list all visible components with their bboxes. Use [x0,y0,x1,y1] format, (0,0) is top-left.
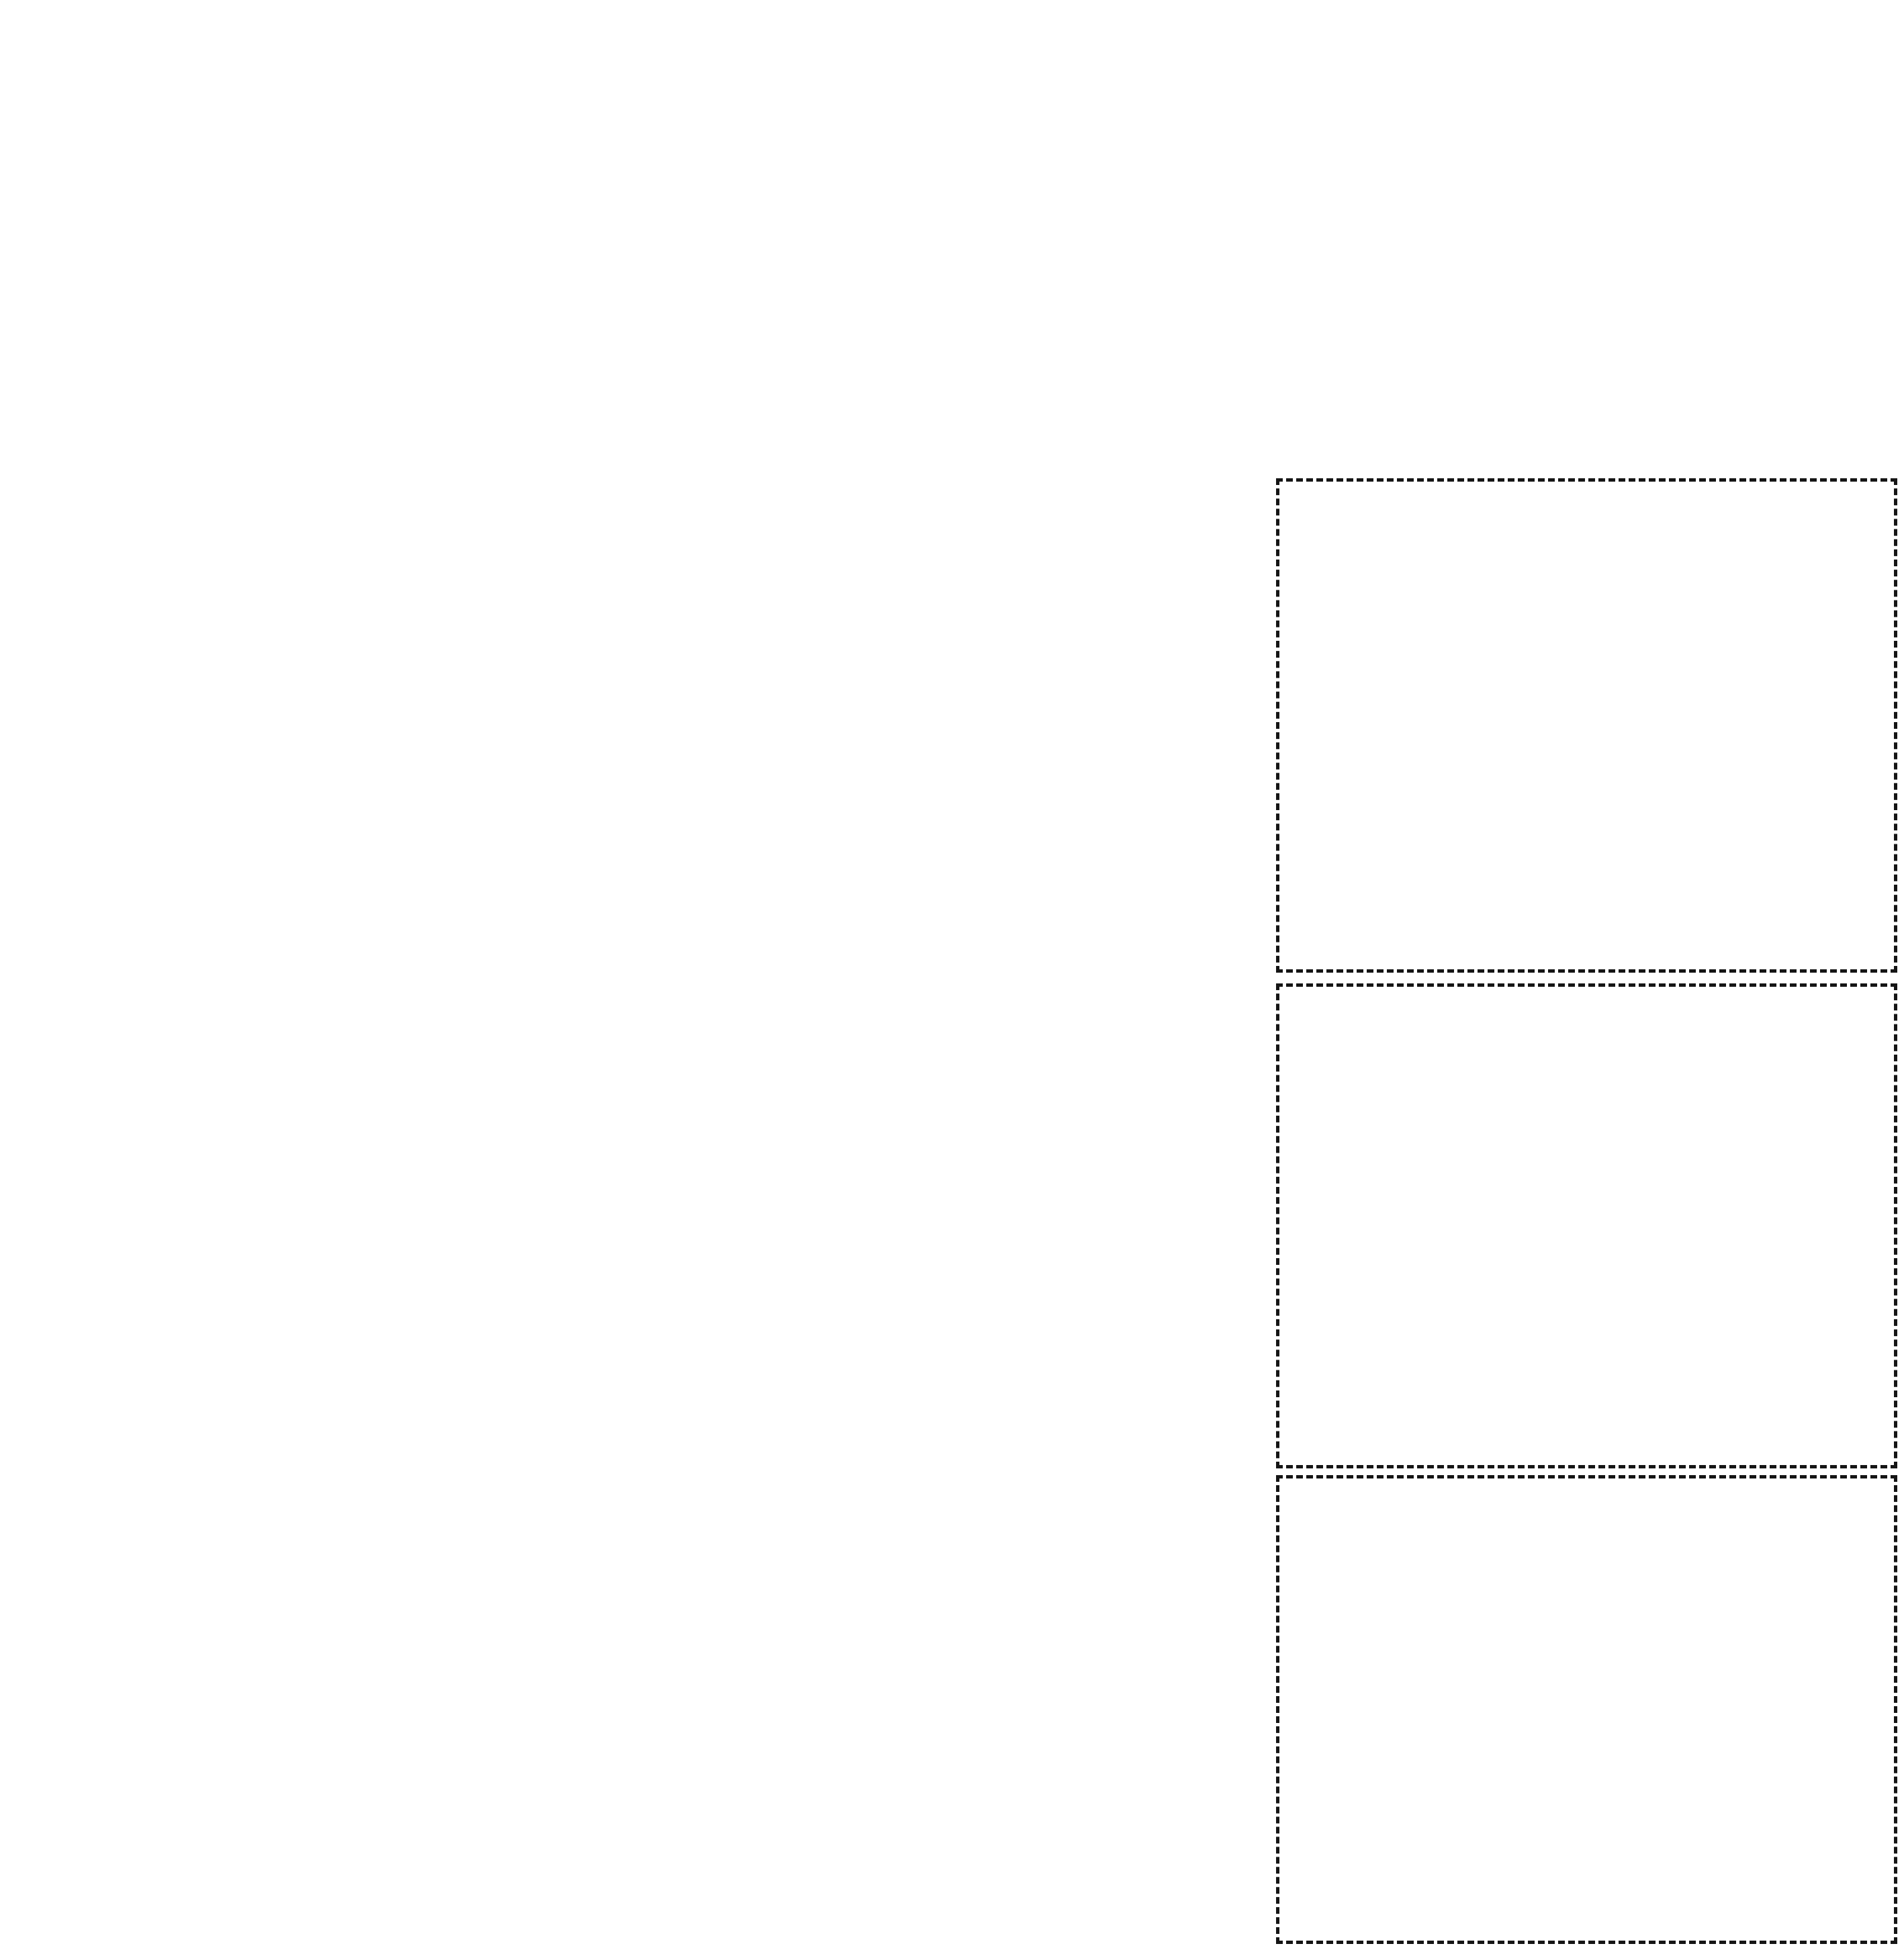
sims-cube-ptbfe-li2n [1604,1749,1874,1946]
panel-o-sims-ptbfe-species [1276,1475,1897,1946]
sims-cube-ee-lif2 [1300,1024,1569,1225]
sims-cell [1300,729,1569,964]
sims-cube-ptbfe-c2ho [1300,762,1569,964]
sims-cell [1604,1716,1874,1946]
sims-cell [1604,488,1874,723]
sims-cube-ee-c2ho [1300,521,1569,723]
sims-cube-ptbfe-so2 [1300,1515,1569,1716]
sims-cell [1300,990,1569,1225]
sims-cell [1604,990,1874,1225]
sims-cube-ptbfe-so3 [1604,1515,1874,1716]
sims-cell [1604,1481,1874,1716]
sims-cell [1300,1716,1569,1946]
sims-cube-fe-lif2 [1604,1024,1874,1225]
panel-m-sims-c2ho [1276,478,1897,973]
sims-cube-ptbfe-bo2 [1300,1749,1569,1946]
sims-cell [1300,1481,1569,1716]
intensity-colorbar [1739,0,1904,470]
panel-b-operando-raman-fe [604,0,1202,470]
panel-a-operando-raman-ee [0,0,604,470]
sims-cell [1300,1227,1569,1462]
sims-cell [1300,488,1569,723]
panel-c-operando-raman-ptbfe [1202,0,1739,470]
sims-cube-fe-c2ho [1604,521,1874,723]
sims-cube-ptbfe-lif2 [1300,1260,1569,1462]
panel-n-sims-lif2 [1276,983,1897,1468]
